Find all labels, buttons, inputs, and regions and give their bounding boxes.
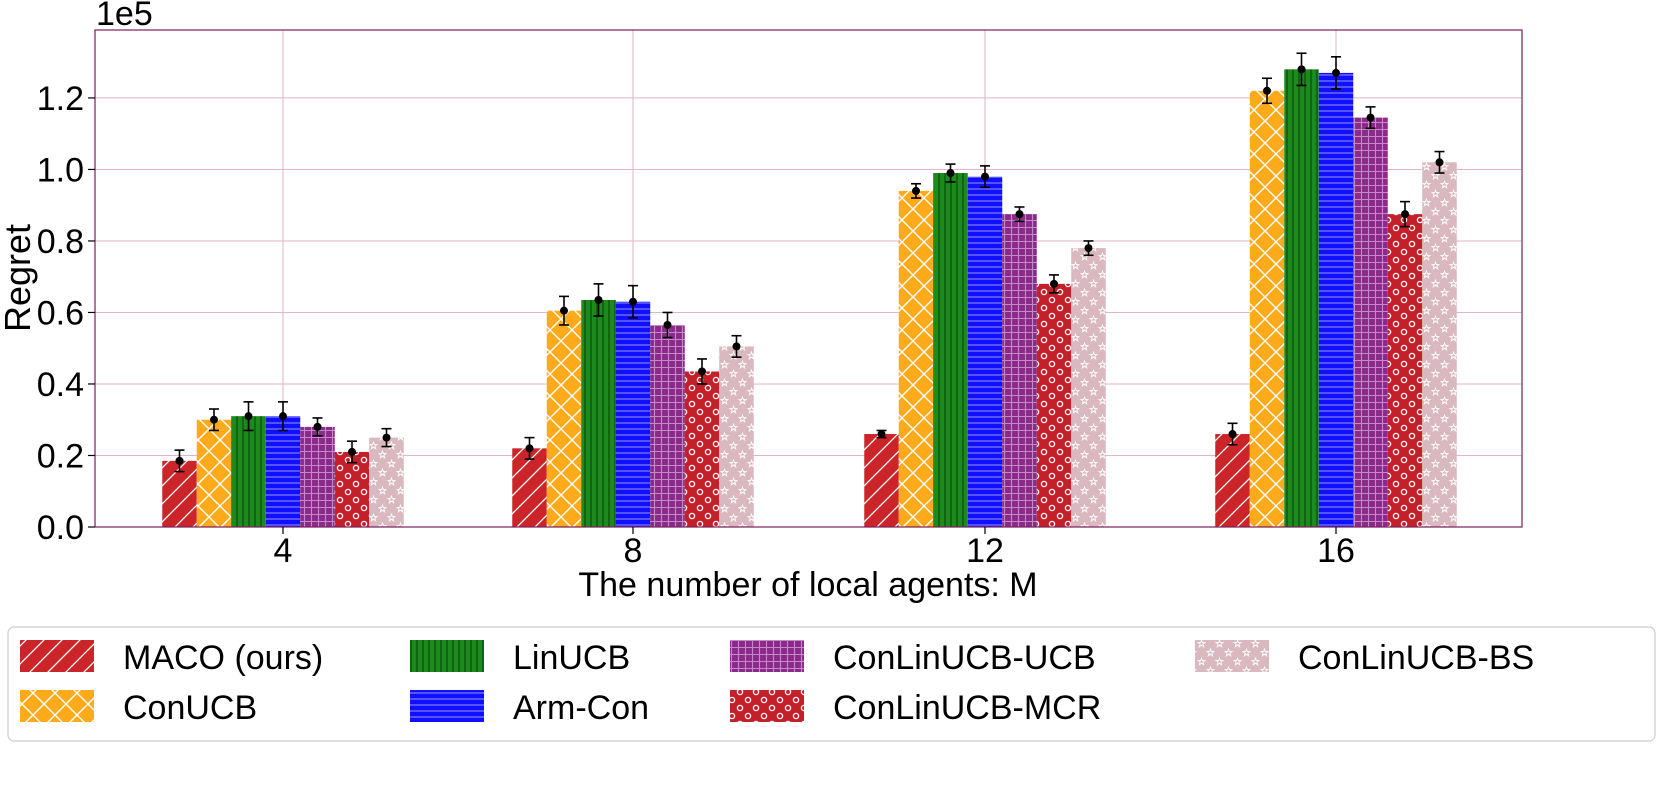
legend-swatch — [20, 690, 94, 722]
mean-point — [210, 415, 218, 424]
mean-point — [698, 367, 706, 376]
plot-frame — [94, 29, 1523, 528]
legend-label: ConUCB — [123, 689, 257, 727]
bars — [162, 69, 1457, 528]
x-tick-label: 4 — [274, 532, 293, 570]
y-tick-label: 0.4 — [37, 366, 84, 404]
mean-point — [946, 169, 955, 178]
mean-point — [1084, 244, 1093, 253]
legend-swatch — [20, 640, 94, 672]
bar — [615, 301, 651, 527]
bar — [1318, 72, 1354, 528]
bar — [1249, 90, 1285, 527]
bar — [369, 437, 404, 527]
mean-point — [1297, 65, 1306, 74]
bar — [719, 346, 754, 527]
bar — [967, 176, 1003, 528]
bar — [1036, 283, 1072, 527]
mean-point — [594, 295, 603, 304]
bar — [1215, 434, 1250, 527]
bar — [546, 310, 582, 527]
y-tick-label: 0.8 — [37, 223, 84, 261]
error-bars — [174, 52, 1445, 473]
bar — [1071, 248, 1106, 527]
legend-swatch — [730, 640, 804, 672]
bar — [231, 416, 266, 527]
x-axis-label: The number of local agents: M — [578, 566, 1037, 604]
mean-point — [732, 342, 741, 351]
y-tick-label: 1.2 — [37, 80, 84, 118]
y-axis: 0.0 0.2 0.4 0.6 0.8 1.0 1.2 — [37, 80, 95, 547]
mean-point — [382, 433, 391, 442]
bar — [581, 299, 616, 527]
mean-point — [1401, 210, 1409, 219]
bar — [1284, 69, 1319, 527]
bar — [650, 324, 685, 527]
y-tick-label: 0.6 — [37, 294, 84, 332]
legend-swatch — [410, 640, 484, 672]
mean-point — [175, 456, 184, 465]
y-multiplier: 1e5 — [96, 0, 153, 33]
x-tick-label: 8 — [624, 532, 643, 570]
mean-point — [525, 444, 534, 453]
mean-point — [877, 430, 886, 439]
legend-label: ConLinUCB-MCR — [833, 689, 1101, 727]
mean-point — [981, 172, 989, 181]
legend-swatch — [1195, 640, 1269, 672]
mean-point — [629, 297, 637, 306]
mean-point — [348, 447, 356, 456]
mean-point — [1015, 210, 1024, 219]
legend: MACO (ours) ConUCB LinUCB Arm-Con ConLinUCB-… — [7, 626, 1656, 742]
legend-swatch — [410, 690, 484, 722]
mean-point — [1228, 430, 1237, 439]
bar — [898, 190, 934, 527]
mean-point — [1263, 86, 1271, 95]
bar — [864, 434, 899, 527]
mean-point — [663, 320, 672, 329]
bar — [1002, 214, 1037, 527]
bar — [300, 426, 335, 527]
bar — [933, 173, 968, 527]
y-tick-label: 0.2 — [37, 437, 84, 475]
x-tick-label: 16 — [1317, 532, 1355, 570]
legend-label: ConLinUCB-UCB — [833, 639, 1096, 677]
mean-point — [560, 306, 568, 315]
mean-point — [1366, 113, 1375, 122]
bar — [1387, 214, 1423, 527]
mean-point — [279, 412, 287, 421]
x-tick-label: 12 — [966, 532, 1004, 570]
legend-swatch — [730, 690, 804, 722]
mean-point — [1435, 158, 1444, 167]
bar — [1353, 117, 1388, 528]
x-axis: 4 8 12 16 — [274, 527, 1355, 570]
y-tick-label: 1.0 — [37, 151, 84, 189]
mean-point — [1332, 68, 1340, 77]
mean-point — [244, 412, 253, 421]
mean-point — [313, 422, 322, 431]
y-axis-label: Regret — [0, 224, 38, 332]
bar — [1422, 162, 1457, 527]
legend-label: MACO (ours) — [123, 639, 323, 677]
bar — [196, 419, 232, 527]
bar — [684, 371, 720, 527]
bar — [512, 448, 547, 527]
legend-label: Arm-Con — [513, 689, 649, 727]
legend-label: ConLinUCB-BS — [1298, 639, 1534, 677]
bar — [334, 451, 370, 527]
y-tick-label: 0.0 — [37, 509, 84, 547]
mean-point — [912, 186, 920, 195]
legend-label: LinUCB — [513, 639, 630, 677]
bar — [265, 416, 301, 527]
mean-point — [1050, 279, 1058, 288]
